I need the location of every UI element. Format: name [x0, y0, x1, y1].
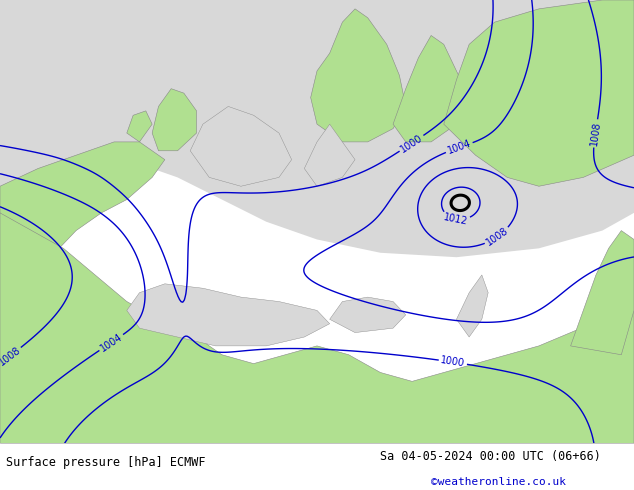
Polygon shape	[393, 35, 469, 142]
Text: 1004: 1004	[98, 332, 124, 353]
Text: 1012: 1012	[443, 212, 469, 226]
Text: ©weatheronline.co.uk: ©weatheronline.co.uk	[431, 477, 566, 487]
Polygon shape	[127, 111, 152, 142]
Polygon shape	[0, 142, 165, 266]
Polygon shape	[190, 106, 292, 186]
Text: 1000: 1000	[399, 132, 425, 154]
Text: 1000: 1000	[440, 355, 466, 369]
Polygon shape	[311, 9, 406, 142]
Text: 1008: 1008	[589, 121, 602, 146]
Polygon shape	[152, 89, 197, 151]
Polygon shape	[456, 275, 488, 337]
Polygon shape	[330, 297, 406, 333]
Polygon shape	[0, 213, 634, 443]
Polygon shape	[571, 231, 634, 355]
Polygon shape	[0, 0, 634, 257]
Text: 1008: 1008	[484, 225, 510, 248]
Text: Surface pressure [hPa] ECMWF: Surface pressure [hPa] ECMWF	[6, 456, 206, 468]
Polygon shape	[304, 124, 355, 186]
Text: 1008: 1008	[0, 345, 22, 368]
Polygon shape	[444, 0, 634, 186]
Text: 1004: 1004	[446, 139, 472, 156]
Text: Sa 04-05-2024 00:00 UTC (06+66): Sa 04-05-2024 00:00 UTC (06+66)	[380, 450, 601, 463]
Polygon shape	[127, 284, 330, 346]
